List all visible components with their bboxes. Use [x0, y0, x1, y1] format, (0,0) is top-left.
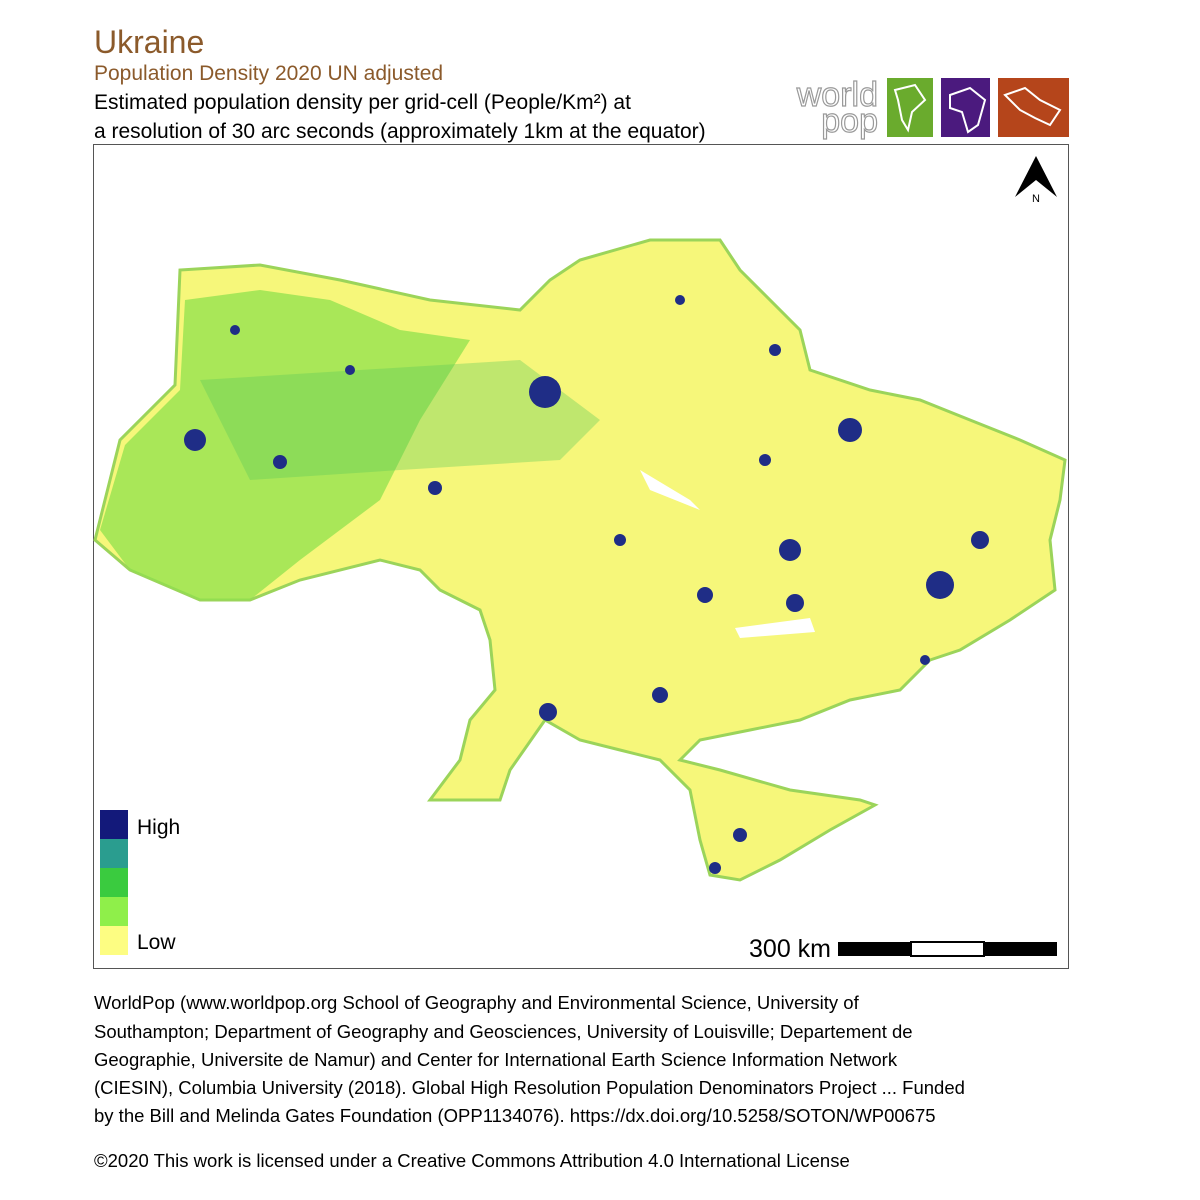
country	[93, 238, 1067, 882]
legend-swatch	[100, 926, 128, 955]
north-label: N	[1032, 193, 1040, 205]
map-frame	[93, 144, 1069, 969]
citation: WorldPop (www.worldpop.org School of Geo…	[94, 992, 859, 1013]
citation: by the Bill and Melinda Gates Foundation…	[94, 1105, 936, 1126]
legend-swatch	[100, 868, 128, 897]
legend-swatch	[100, 897, 128, 926]
citation: Geographie, Universite de Namur) and Cen…	[94, 1049, 898, 1070]
logo-text: world	[796, 76, 878, 114]
citation: (CIESIN), Columbia University (2018). Gl…	[94, 1077, 965, 1098]
license: ©2020 This work is licensed under a Crea…	[94, 1150, 850, 1171]
title: Ukraine	[94, 24, 205, 60]
legend-swatch	[100, 810, 128, 839]
citation: Southampton; Department of Geography and…	[94, 1021, 913, 1042]
legend-swatch	[100, 839, 128, 868]
scale-bar: 300 km	[749, 935, 1057, 963]
legend-label: High	[137, 816, 180, 839]
description: a resolution of 30 arc seconds (approxim…	[94, 120, 706, 143]
subtitle: Population Density 2020 UN adjusted	[94, 62, 444, 85]
legend: High Low	[100, 810, 180, 955]
scale-label: 300 km	[749, 935, 831, 963]
north-arrow	[1015, 156, 1057, 197]
logo: world pop	[795, 75, 1069, 141]
logo-text: pop	[821, 102, 878, 140]
legend-label: Low	[137, 931, 176, 954]
description: Estimated population density per grid-ce…	[94, 91, 631, 114]
